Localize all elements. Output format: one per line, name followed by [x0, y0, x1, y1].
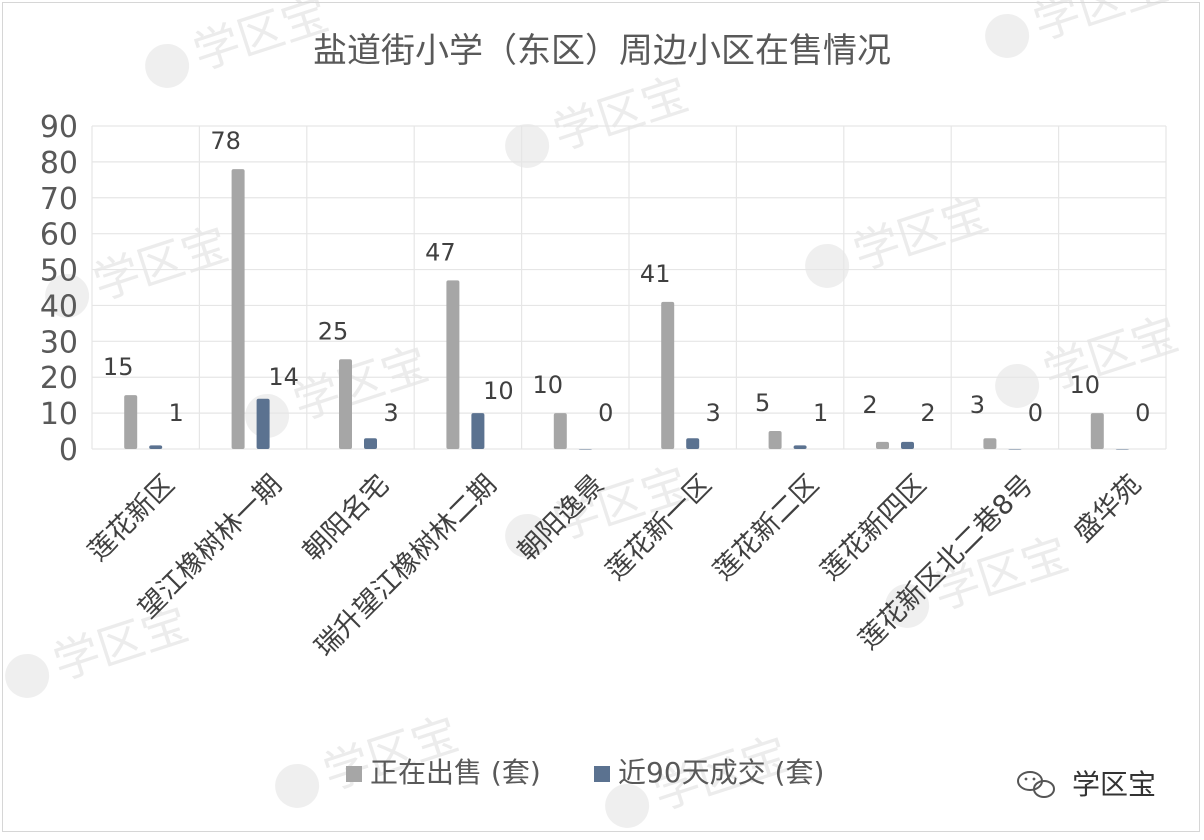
bar-sold-90d — [149, 445, 163, 449]
bar-sold-90d — [578, 449, 592, 450]
data-label: 1 — [813, 399, 828, 427]
bars — [124, 169, 1129, 450]
bar-for-sale — [124, 395, 138, 449]
legend-swatch — [346, 766, 362, 782]
bar-for-sale — [446, 280, 460, 449]
y-tick-label: 20 — [40, 361, 78, 396]
bar-sold-90d — [471, 413, 485, 449]
data-label: 78 — [210, 127, 241, 155]
data-label: 0 — [1135, 399, 1150, 427]
data-label: 25 — [318, 317, 349, 345]
legend-label: 近90天成交 (套) — [618, 756, 824, 789]
bar-for-sale — [983, 438, 997, 449]
bar-for-sale — [231, 169, 245, 450]
data-label: 10 — [483, 377, 514, 405]
chart-title: 盐道街小学（东区）周边小区在售情况 — [313, 31, 891, 71]
bar-for-sale — [1090, 413, 1104, 449]
bar-for-sale — [661, 301, 675, 449]
data-label: 3 — [383, 399, 398, 427]
bar-sold-90d — [364, 438, 377, 449]
data-label: 0 — [1028, 399, 1043, 427]
y-tick-label: 10 — [40, 397, 78, 432]
y-tick-label: 50 — [40, 254, 78, 289]
y-tick-label: 0 — [59, 433, 78, 468]
bar-sold-90d — [686, 438, 700, 449]
data-label: 14 — [268, 363, 299, 391]
data-label: 41 — [640, 260, 671, 288]
bar-sold-90d — [793, 445, 807, 449]
data-labels: 15 78 25 47 10 41 5 2 3 10 1 14 3 10 0 3 1 2 0 0 — [103, 127, 1151, 427]
data-label: 15 — [103, 353, 134, 381]
bar-sold-90d — [1115, 449, 1129, 450]
bar-sold-90d — [1008, 449, 1022, 450]
legend: 正在出售 (套) 近90天成交 (套) — [346, 756, 824, 789]
bar-sold-90d — [256, 398, 270, 449]
data-label: 5 — [755, 389, 770, 417]
y-tick-label: 90 — [40, 110, 78, 145]
y-tick-label: 40 — [40, 289, 78, 324]
data-label: 10 — [1070, 371, 1101, 399]
data-label: 2 — [920, 399, 935, 427]
legend-label: 正在出售 (套) — [370, 756, 541, 789]
data-label: 2 — [862, 391, 877, 419]
data-label: 3 — [706, 399, 721, 427]
bar-for-sale — [339, 359, 352, 449]
data-label: 3 — [970, 391, 985, 419]
data-label: 47 — [425, 238, 456, 266]
y-tick-label: 80 — [40, 146, 78, 181]
y-tick-label: 70 — [40, 182, 78, 217]
bar-for-sale — [768, 431, 782, 449]
grid-lines — [91, 125, 1167, 450]
y-tick-label: 60 — [40, 218, 78, 253]
wechat-icon — [1017, 771, 1055, 798]
data-label: 0 — [598, 399, 613, 427]
y-tick-label: 30 — [40, 325, 78, 360]
bar-sold-90d — [901, 441, 914, 449]
brand-name: 学区宝 — [1072, 768, 1156, 801]
data-label: 10 — [533, 371, 564, 399]
data-label: 1 — [169, 399, 184, 427]
legend-swatch — [594, 766, 610, 782]
brand-mark: 学区宝 — [1017, 768, 1156, 801]
bar-for-sale — [876, 441, 889, 449]
bar-for-sale — [553, 413, 567, 449]
